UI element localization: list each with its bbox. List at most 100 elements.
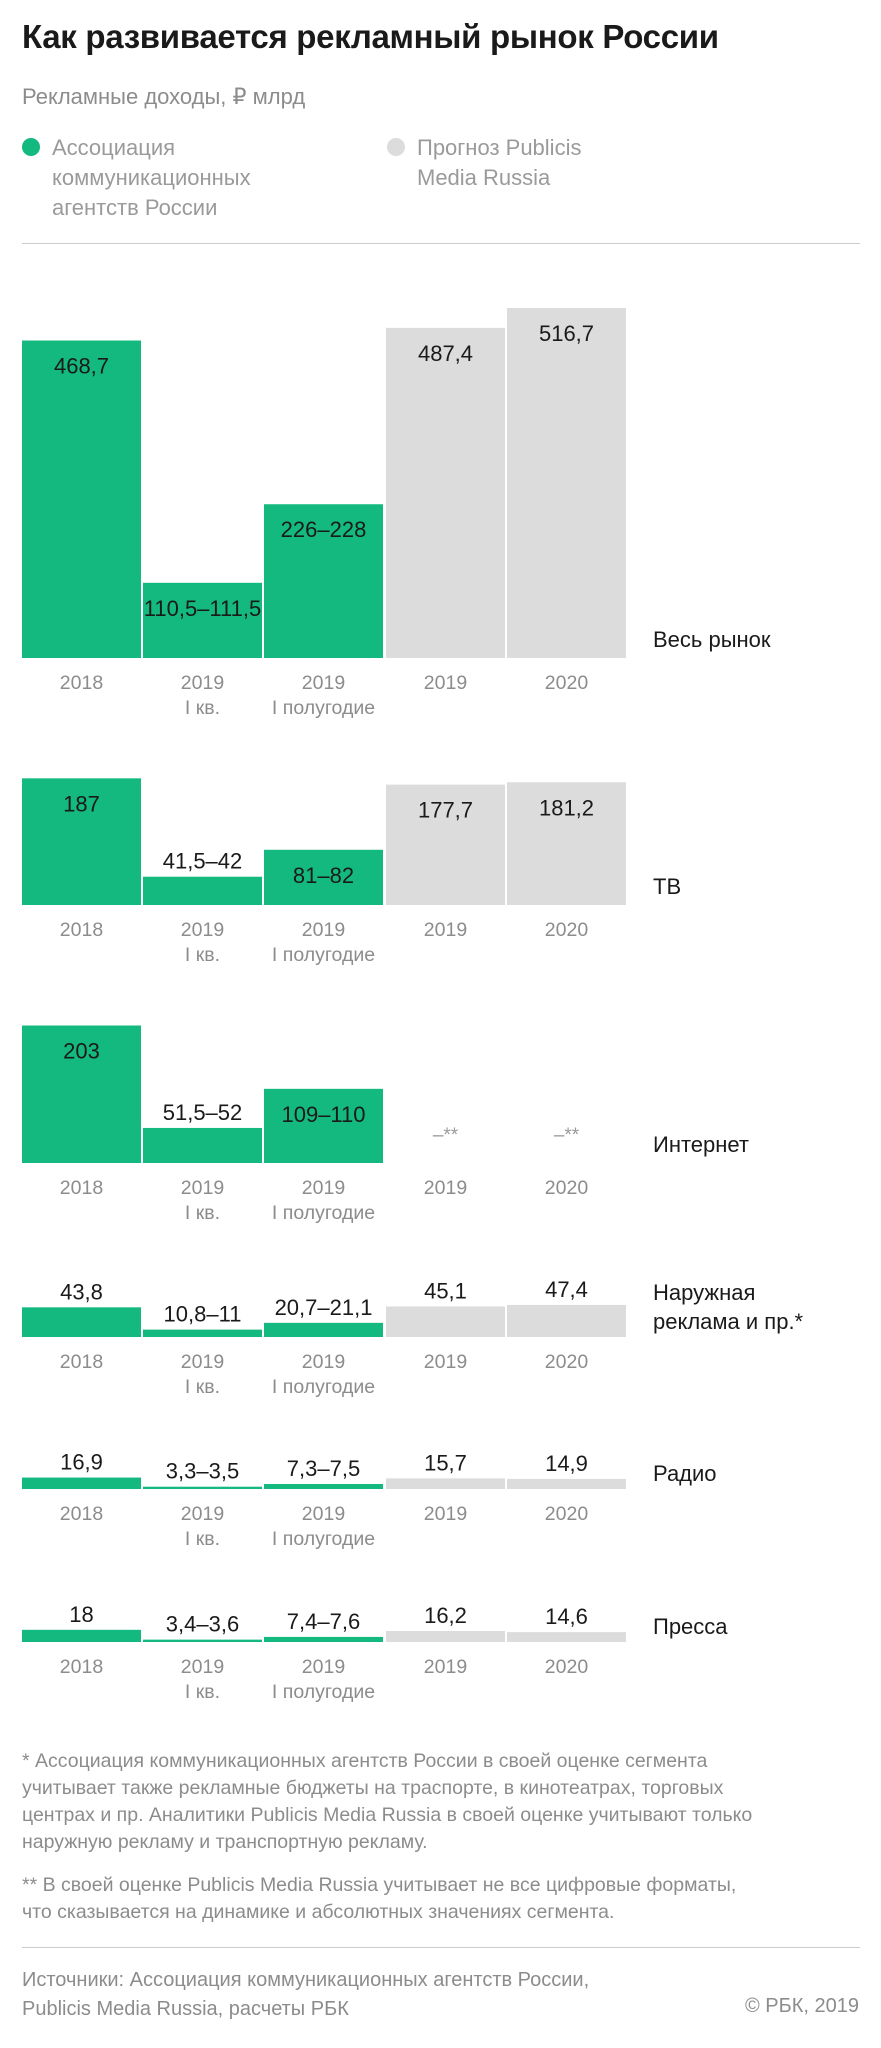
tick-label: 2018 (60, 1656, 103, 1678)
tick-label: 2019 (302, 919, 345, 941)
charts-area: 468,7 2018 110,5–111,5 2019 I кв. 226–228 2019… (22, 308, 804, 1703)
chart-subtitle: Рекламные доходы, ₽ млрд (22, 84, 306, 109)
tick-label: 2019 (181, 1503, 224, 1525)
tick-label: I полугодие (272, 1202, 375, 1224)
tick-label: I полугодие (272, 1681, 375, 1703)
chart-title: Интернет (653, 1132, 749, 1157)
data-label: 3,3–3,5 (166, 1459, 239, 1484)
data-label: 16,2 (424, 1603, 467, 1628)
data-label: 47,4 (545, 1277, 588, 1302)
data-label: 109–110 (281, 1102, 365, 1127)
data-label: 7,4–7,6 (287, 1609, 360, 1634)
data-label: 3,4–3,6 (166, 1612, 239, 1637)
bar (507, 1478, 626, 1489)
tick-label: 2019 (181, 919, 224, 941)
legend-dot-icon (22, 138, 40, 156)
footer-divider (22, 1947, 860, 1948)
tick-label: 2019 (181, 1351, 224, 1373)
bar (22, 778, 141, 905)
data-label: –** (433, 1125, 459, 1146)
chart-title: Наружная (653, 1280, 755, 1305)
tick-label: 2019 (424, 919, 467, 941)
bar (507, 782, 626, 905)
data-label: 20,7–21,1 (275, 1295, 373, 1320)
bar (22, 1477, 141, 1489)
tick-label: 2019 (181, 1177, 224, 1199)
data-label: 16,9 (60, 1450, 103, 1475)
tick-label: I кв. (185, 1681, 220, 1703)
tick-label: 2020 (545, 672, 589, 694)
tick-label: 2018 (60, 672, 103, 694)
data-label: 110,5–111,5 (144, 596, 261, 621)
tick-label: 2018 (60, 1177, 103, 1199)
page-title: Как развивается рекламный рынок России (22, 18, 719, 55)
bar (22, 1025, 141, 1163)
data-label: 487,4 (418, 341, 473, 366)
tick-label: 2020 (545, 1503, 589, 1525)
bar (22, 1307, 141, 1337)
sources-text: Источники: Ассоциация коммуникационных а… (22, 1969, 590, 2020)
bar (264, 1088, 383, 1163)
tick-label: I кв. (185, 1202, 220, 1224)
tick-label: 2019 (424, 1503, 467, 1525)
legend-item-akar: Ассоциация коммуникационных агентств Рос… (22, 133, 251, 223)
tick-label: 2020 (545, 1656, 589, 1678)
bar (507, 1304, 626, 1337)
legend-item-publicis: Прогноз Publicis Media Russia (387, 133, 581, 193)
tick-label: 2018 (60, 1503, 103, 1525)
tick-label: 2019 (424, 1656, 467, 1678)
data-label: 516,7 (539, 321, 594, 346)
tick-label: 2019 (424, 1351, 467, 1373)
data-label: 15,7 (424, 1450, 467, 1475)
tick-label: 2019 (302, 1351, 345, 1373)
data-label: 187 (63, 791, 100, 816)
bar (143, 876, 262, 905)
tick-label: 2019 (424, 672, 467, 694)
legend-label-akar: Ассоциация коммуникационных агентств Рос… (52, 135, 251, 220)
data-label: 45,1 (424, 1278, 467, 1303)
bar (507, 308, 626, 658)
data-label: 51,5–52 (163, 1100, 243, 1125)
bar (143, 1127, 262, 1163)
bar (264, 1636, 383, 1642)
tick-label: 2018 (60, 919, 103, 941)
tick-label: 2019 (302, 1177, 345, 1199)
tick-label: I кв. (185, 944, 220, 966)
data-label: 177,7 (418, 798, 473, 823)
tick-label: I кв. (185, 1528, 220, 1550)
data-label: 14,6 (545, 1604, 588, 1629)
tick-label: 2019 (302, 672, 345, 694)
data-label: 10,8–11 (164, 1302, 242, 1327)
tick-label: I полугодие (272, 1376, 375, 1398)
bar (22, 1629, 141, 1642)
legend-label-publicis: Прогноз Publicis Media Russia (417, 135, 582, 190)
data-label: 203 (63, 1038, 100, 1063)
legend-dot-icon (387, 138, 405, 156)
tick-label: I кв. (185, 1376, 220, 1398)
bar (386, 327, 505, 658)
bar (264, 504, 383, 658)
data-label: –** (554, 1125, 580, 1146)
copyright-text: © РБК, 2019 (744, 1995, 859, 2017)
bar (143, 1329, 262, 1337)
bar (143, 582, 262, 658)
chart-title: Весь рынок (653, 627, 771, 652)
tick-label: 2019 (424, 1177, 467, 1199)
bar (507, 1632, 626, 1642)
data-label: 468,7 (54, 354, 109, 379)
data-label: 18 (69, 1602, 93, 1627)
bar (22, 340, 141, 658)
bar (264, 1483, 383, 1489)
tick-label: 2019 (181, 1656, 224, 1678)
tick-label: I кв. (185, 697, 220, 719)
tick-label: 2020 (545, 919, 589, 941)
tick-label: I полугодие (272, 697, 375, 719)
bar (386, 1306, 505, 1337)
tick-label: 2020 (545, 1351, 589, 1373)
footnote-internet: ** В своей оценке Publicis Media Russia … (22, 1874, 737, 1923)
data-label: 7,3–7,5 (287, 1456, 360, 1481)
footnote-outdoor: * Ассоциация коммуникационных агентств Р… (22, 1750, 753, 1853)
tick-label: 2019 (302, 1656, 345, 1678)
tick-label: 2020 (545, 1177, 589, 1199)
chart-title: Пресса (653, 1614, 728, 1639)
